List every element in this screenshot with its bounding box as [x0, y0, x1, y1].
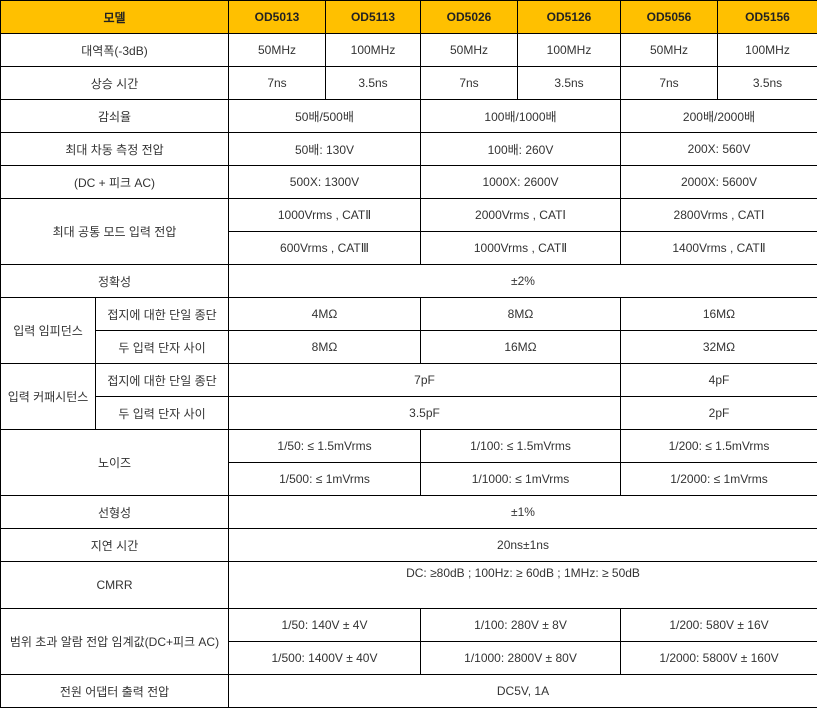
table-cell: 50MHz — [621, 34, 718, 67]
row-label: 최대 차동 측정 전압 — [1, 133, 229, 166]
table-cell: 100배: 260V — [421, 133, 621, 166]
row-label: 선형성 — [1, 496, 229, 529]
table-cell: 20ns±1ns — [229, 529, 817, 562]
table-cell: 50배: 130V — [229, 133, 421, 166]
table-cell: 접지에 대한 단일 종단 — [96, 298, 229, 331]
table-cell: 1/1000: ≤ 1mVrms — [421, 463, 621, 496]
row-label: CMRR — [1, 562, 229, 609]
table-cell: 200X: 560V — [621, 133, 817, 166]
table-cell: 16MΩ — [621, 298, 817, 331]
table-cell: 두 입력 단자 사이 — [96, 331, 229, 364]
table-cell: DC: ≥80dB ; 100Hz: ≥ 60dB ; 1MHz: ≥ 50dB — [229, 562, 817, 609]
row-label: 1/500: 1400V ± 40V — [229, 642, 421, 675]
table-cell: ±1% — [229, 496, 817, 529]
table-cell: 500X: 1300V — [229, 166, 421, 199]
row-label: 정확성 — [1, 265, 229, 298]
table-cell: 접지에 대한 단일 종단 — [96, 364, 229, 397]
table-cell: 4MΩ — [229, 298, 421, 331]
header-model: OD5013 — [229, 1, 326, 34]
table-cell: 두 입력 단자 사이 — [96, 397, 229, 430]
table-cell: 100MHz — [518, 34, 621, 67]
header-row: 모델 OD5013 OD5113 OD5026 OD5126 OD5056 OD… — [1, 1, 817, 34]
header-model: OD5126 — [518, 1, 621, 34]
row-label: 1/500: ≤ 1mVrms — [229, 463, 421, 496]
table-cell: 1/1000: 2800V ± 80V — [421, 642, 621, 675]
table-cell: 3.5ns — [326, 67, 421, 100]
table-cell: 7ns — [229, 67, 326, 100]
table-cell: 16MΩ — [421, 331, 621, 364]
table-cell: 1/200: ≤ 1.5mVrms — [621, 430, 817, 463]
table-cell: 200배/2000배 — [621, 100, 817, 133]
table-cell: 1400Vrms , CATⅡ — [621, 232, 817, 265]
table-cell: 3.5ns — [718, 67, 817, 100]
header-model: OD5026 — [421, 1, 518, 34]
table-cell: 100MHz — [326, 34, 421, 67]
table-cell: 1/2000: 5800V ± 160V — [621, 642, 817, 675]
table-cell: 7ns — [621, 67, 718, 100]
table-cell: 1/200: 580V ± 16V — [621, 609, 817, 642]
table-cell: 2800Vrms , CATⅠ — [621, 199, 817, 232]
header-model-label: 모델 — [1, 1, 229, 34]
row-label: 600Vrms , CATⅢ — [229, 232, 421, 265]
row-label: (DC + 피크 AC) — [1, 166, 229, 199]
table-cell: 1/100: ≤ 1.5mVrms — [421, 430, 621, 463]
table-cell: 1000Vrms , CATⅡ — [229, 199, 421, 232]
table-cell: DC5V, 1A — [229, 675, 817, 708]
table-cell: 100배/1000배 — [421, 100, 621, 133]
table-cell: ±2% — [229, 265, 817, 298]
table-cell: 1/100: 280V ± 8V — [421, 609, 621, 642]
table-cell: 1/50: 140V ± 4V — [229, 609, 421, 642]
row-label: 입력 커패시턴스 — [1, 364, 96, 430]
table-cell: 3.5ns — [518, 67, 621, 100]
table-cell: 1/2000: ≤ 1mVrms — [621, 463, 817, 496]
table-cell: 3.5pF — [229, 397, 621, 430]
table-cell: 32MΩ — [621, 331, 817, 364]
row-label: 노이즈 — [1, 430, 229, 496]
table-row: 범위 초과 알람 전압 임계값(DC+피크 AC)1/50: 140V ± 4V… — [1, 609, 817, 642]
table-cell: 8MΩ — [229, 331, 421, 364]
row-label: 전원 어댑터 출력 전압 — [1, 675, 229, 708]
table-cell: 7pF — [229, 364, 621, 397]
row-label: 범위 초과 알람 전압 임계값(DC+피크 AC) — [1, 609, 229, 675]
row-label: 대역폭(-3dB) — [1, 34, 229, 67]
header-model: OD5113 — [326, 1, 421, 34]
table-cell: 1000Vrms , CATⅡ — [421, 232, 621, 265]
row-label: 입력 임피던스 — [1, 298, 96, 364]
row-label: 최대 공통 모드 입력 전압 — [1, 199, 229, 265]
table-cell: 1000X: 2600V — [421, 166, 621, 199]
table-cell: 7ns — [421, 67, 518, 100]
table-cell: 1/50: ≤ 1.5mVrms — [229, 430, 421, 463]
table-cell: 4pF — [621, 364, 817, 397]
table-cell: 50MHz — [229, 34, 326, 67]
table-cell: 2pF — [621, 397, 817, 430]
table-cell: 50배/500배 — [229, 100, 421, 133]
table-cell: 100MHz — [718, 34, 817, 67]
header-model: OD5056 — [621, 1, 718, 34]
table-row: 정확성±2% — [1, 265, 817, 298]
row-label: 감쇠율 — [1, 100, 229, 133]
row-label: 지연 시간 — [1, 529, 229, 562]
row-label: 상승 시간 — [1, 67, 229, 100]
table-cell: 50MHz — [421, 34, 518, 67]
table-cell: 2000X: 5600V — [621, 166, 817, 199]
header-model: OD5156 — [718, 1, 817, 34]
table-row: 선형성±1% — [1, 496, 817, 529]
table-cell: 2000Vrms , CATⅠ — [421, 199, 621, 232]
table-cell: 8MΩ — [421, 298, 621, 331]
